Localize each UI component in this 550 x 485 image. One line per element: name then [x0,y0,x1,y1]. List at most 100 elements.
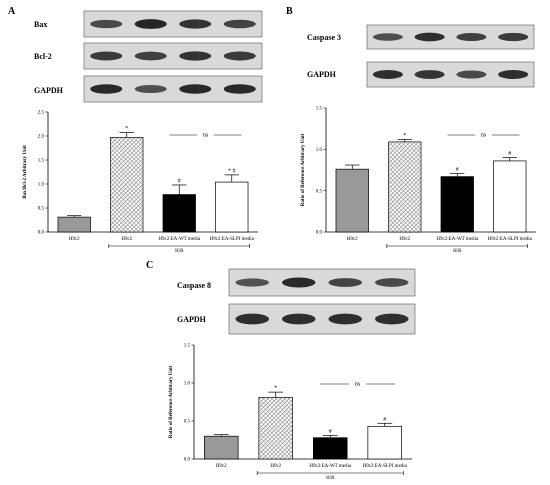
panel-a-chart-bar-1-crosshatch [110,137,144,232]
panel-a-blot-strip-0-band-2 [179,19,212,29]
panel-a: A Bax Bcl-2 GAPDH 0.0 0.5 1.0 1.5 2.0 2.5 Bax/… [8,6,263,254]
panel-c-blot-strip-0-band-1 [282,277,316,288]
panel-c-chart-hr-label: H/R [326,476,335,481]
panel-c-chart-y-tick-label-3: 1.5 [184,344,191,349]
panel-b-chart-ns-label: ns [481,133,487,139]
panel-a-blot-strip-0-band-0 [90,19,123,29]
panel-c-chart-sig-mark-1: * [274,386,277,392]
panel-a-chart-category-label-3: H9c2:EA-SLPI media [210,237,255,242]
panel-a-chart-y-tick-label-3: 1.5 [38,159,45,164]
panel-a-chart-category-label-2: H9c2:EA-WT media [158,237,200,242]
panel-c-chart: 0.0 0.5 1.0 1.5 Ratio of Reference Arbitrary… [169,344,412,481]
panel-c-chart-y-axis-label: Ratio of Reference Arbitrary Unit [169,365,174,438]
panel-a-chart-sig-mark-2: # [178,178,181,184]
panel-a-chart-y-axis-label: Bax/Bcl-2 Arbitrary Unit [23,145,28,199]
panel-a-blot-label-bcl2: Bcl-2 [34,52,52,61]
panel-a-blot-strip-1-band-3 [223,51,256,61]
panel-a-chart-y-tick-label-2: 1.0 [38,183,45,188]
panel-b-chart-bar-3 [493,160,527,233]
panel-a-chart: 0.0 0.5 1.0 1.5 2.0 2.5 Bax/Bcl-2 Arbitrary Un… [23,111,258,254]
panel-b-chart-y-tick-label-3: 1.5 [316,107,323,112]
panel-a-blot-label-gapdh: GAPDH [34,86,64,95]
panel-a-blot-strip-1-band-0 [90,51,123,61]
panel-a-blot-label-bax: Bax [34,20,47,29]
panel-c-chart-y-tick-label-2: 1.0 [184,382,191,387]
panel-a-blot-strip-2-band-0 [90,84,123,94]
panel-a-chart-hr-label: H/R [175,249,184,254]
panel-c-blot-strip-0-band-2 [328,278,362,287]
panel-c-blot-strip-0-band-0 [235,278,269,287]
panel-b-chart-bar-2 [440,176,474,233]
panel-c-chart-category-label-1: H9c2 [270,464,281,469]
panel-a-blot-strip-2-band-2 [179,84,212,94]
panel-c-letter: C [146,260,153,271]
panel-c-blots [228,268,416,335]
panel-a-blot-strip-2-band-3 [223,84,256,94]
panel-b-blot-label-gapdh: GAPDH [307,70,337,79]
panel-a-chart-y-tick-label-1: 0.5 [38,207,45,212]
panel-a-blot-strip-0-band-1 [134,19,167,29]
panel-a-chart-ns-label: ns [203,133,209,139]
panel-b-chart-sig-mark-2: # [456,167,459,173]
panel-b-chart-y-tick-label-1: 0.5 [316,189,323,194]
panel-a-chart-y-tick-label-5: 2.5 [38,111,45,116]
panel-c-chart-y-tick-label-0: 0.0 [184,458,191,463]
panel-a-chart-category-label-0: H9c2 [69,237,80,242]
panel-b-chart-category-label-0: H9c2 [347,237,358,242]
panel-c-chart-ns-label: ns [355,382,361,388]
panel-c-chart-y-tick-label-1: 0.5 [184,420,191,425]
panel-c-blot-strip-1-band-1 [282,313,316,325]
panel-a-chart-bar-3 [215,181,249,233]
panel-b-blot-strip-0-band-3 [498,32,529,42]
panel-c-chart-category-label-2: H9c2:EA-WT media [309,464,351,469]
panel-b: B Caspase 3 GAPDH 0.0 0.5 1.0 1.5 Ratio of R… [286,6,536,254]
panel-c-chart-bar-1-crosshatch [258,397,293,459]
panel-c-chart-bar-3 [367,425,402,460]
panel-b-blot-strip-0-band-2 [456,32,487,42]
panel-a-chart-bar-0 [57,216,91,233]
panel-a-chart-y-tick-label-0: 0.0 [38,231,45,236]
panel-a-chart-category-label-1: H9c2 [121,237,132,242]
panel-a-blots [83,10,263,103]
panel-b-chart-bar-1-crosshatch [388,141,422,232]
panel-a-chart-y-tick-label-4: 2.0 [38,135,45,140]
panel-b-blot-strip-1-band-3 [498,70,529,79]
panel-c-chart-category-label-0: H9c2 [216,464,227,469]
panel-b-chart-category-label-3: H9c2:EA-SLPI media [488,237,533,242]
panel-b-chart-y-axis-label: Ratio of Reference Arbitrary Unit [301,133,306,206]
panel-a-blot-strip-2-band-1 [134,84,167,94]
panel-a-chart-sig-mark-1: * [125,126,128,132]
panel-b-blots [366,24,535,88]
panel-b-letter: B [286,6,293,17]
panel-a-chart-sig-mark-3: * # [228,168,236,174]
panel-b-chart-sig-mark-3: # [508,151,511,157]
panel-a-blot-strip-0-band-3 [223,19,256,29]
panel-b-blot-strip-0-band-1 [414,32,445,42]
panel-a-blot-strip-1-band-2 [179,51,212,61]
panel-b-chart-bar-0 [335,168,369,233]
panel-a-chart-bar-2 [162,194,196,233]
panel-b-chart-category-label-2: H9c2:EA-WT media [436,237,478,242]
panel-b-blot-strip-1-band-1 [414,70,445,79]
panel-b-blot-strip-0-band-0 [372,33,403,41]
panel-b-chart: 0.0 0.5 1.0 1.5 Ratio of Reference Arbitrary… [301,107,536,254]
panel-c-blot-strip-0-band-3 [375,278,409,287]
panel-c-blot-label-caspase8: Caspase 8 [177,281,211,290]
panel-c-chart-category-label-3: H9c2:EA-SLPI media [363,464,408,469]
panel-c-blot-strip-1-band-2 [328,313,362,325]
panel-b-chart-sig-mark-1: * [403,133,406,139]
panel-c-blot-strip-1-band-3 [375,313,409,325]
panel-c-blot-label-gapdh: GAPDH [177,315,207,324]
panel-b-chart-hr-label: H/R [453,249,462,254]
panel-c-blot-strip-1-band-0 [235,313,269,325]
panel-c-chart-sig-mark-2: # [329,429,332,435]
panel-b-chart-category-label-1: H9c2 [399,237,410,242]
panel-b-blot-strip-1-band-0 [372,70,403,79]
panel-b-chart-y-tick-label-0: 0.0 [316,231,323,236]
panel-c-chart-bar-0 [204,435,239,460]
panel-b-chart-y-tick-label-2: 1.0 [316,148,323,153]
panel-c-chart-sig-mark-3: # [383,417,386,423]
panel-a-blot-strip-1-band-1 [134,51,167,61]
panel-b-blot-strip-1-band-2 [456,70,487,79]
